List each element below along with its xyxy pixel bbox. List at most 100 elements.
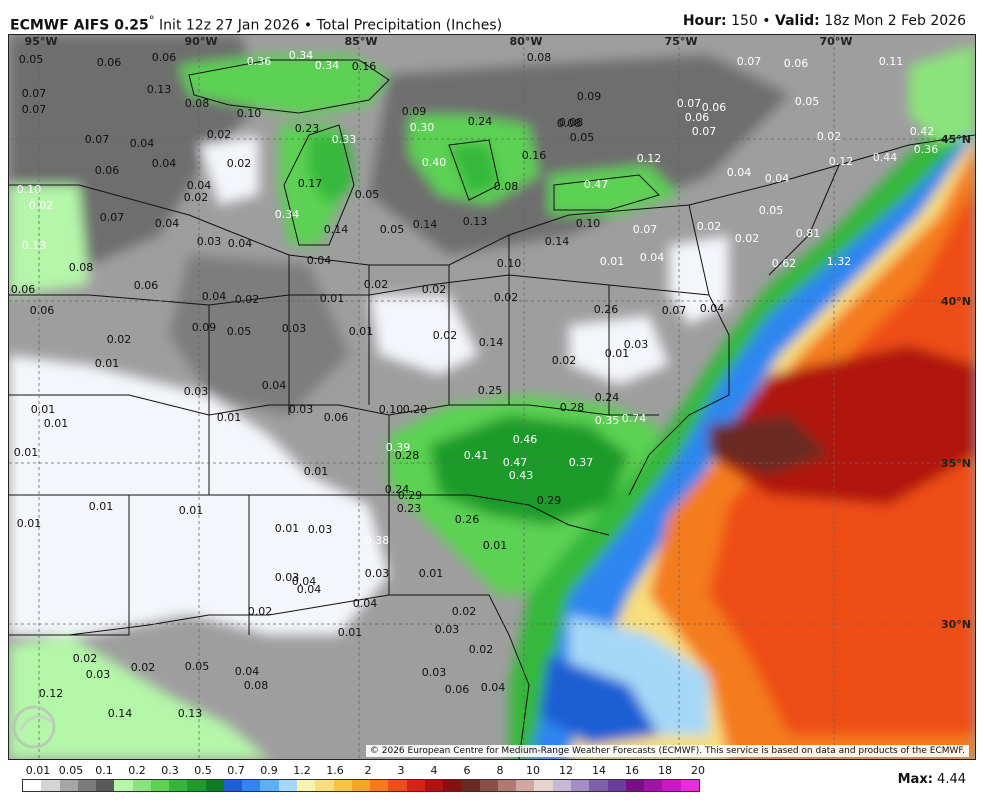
precip-value-label: 0.02 xyxy=(422,283,447,296)
precip-value-label: 0.04 xyxy=(353,597,378,610)
precip-value-label: 0.05 xyxy=(19,53,44,66)
precip-value-label: 0.10 xyxy=(237,107,262,120)
precip-value-label: 0.26 xyxy=(455,513,480,526)
longitude-label: 70°W xyxy=(820,35,853,48)
longitude-label: 80°W xyxy=(510,35,543,48)
latitude-label: 35°N xyxy=(941,457,971,470)
precip-value-label: 0.81 xyxy=(796,227,821,240)
latitude-label: 30°N xyxy=(941,618,971,631)
precip-value-label: 0.07 xyxy=(692,125,717,138)
max-value-readout: Max: 4.44 xyxy=(898,772,966,787)
precip-value-label: 0.03 xyxy=(197,235,222,248)
map-header: ECMWF AIFS 0.25° Init 12z 27 Jan 2026 • … xyxy=(0,0,984,34)
precip-value-label: 0.09 xyxy=(577,90,602,103)
precip-value-label: 0.01 xyxy=(17,517,42,530)
precip-value-label: 0.07 xyxy=(677,97,702,110)
precipitation-map: 95°W 90°W 85°W 80°W 75°W 70°W 45°N 40°N 35°N 30°… xyxy=(8,34,976,760)
map-title: ECMWF AIFS 0.25° Init 12z 27 Jan 2026 • … xyxy=(10,13,502,34)
longitude-label: 85°W xyxy=(345,35,378,48)
max-value: 4.44 xyxy=(937,772,966,787)
valid-value: 18z Mon 2 Feb 2026 xyxy=(824,13,966,29)
legend-tick-label: 20 xyxy=(691,764,705,777)
precip-value-label: 0.08 xyxy=(527,51,552,64)
precip-value-label: 0.24 xyxy=(595,391,620,404)
legend-tick-label: 10 xyxy=(526,764,540,777)
precip-value-label: 0.01 xyxy=(44,417,69,430)
legend-tick-label: 0.05 xyxy=(58,764,84,777)
legend-color-swatch xyxy=(534,780,553,791)
precip-value-label: 0.01 xyxy=(31,403,56,416)
precip-value-label: 0.03 xyxy=(422,666,447,679)
precip-value-label: 0.06 xyxy=(324,411,349,424)
precip-value-label: 0.17 xyxy=(298,177,323,190)
legend-color-swatch xyxy=(315,780,334,791)
legend-tick-label: 1.6 xyxy=(326,764,344,777)
precip-value-label: 0.02 xyxy=(552,354,577,367)
legend-color-swatch xyxy=(570,780,590,791)
precip-value-label: 0.06 xyxy=(152,51,177,64)
graticule xyxy=(9,35,975,759)
precip-value-label: 0.05 xyxy=(759,204,784,217)
precip-value-label: 0.04 xyxy=(262,379,287,392)
precip-value-label: 0.47 xyxy=(503,456,528,469)
precip-value-label: 0.04 xyxy=(700,302,725,315)
precip-value-label: 0.02 xyxy=(248,605,273,618)
precip-value-label: 0.04 xyxy=(727,166,752,179)
precip-value-label: 0.07 xyxy=(22,87,47,100)
precip-value-label: 0.41 xyxy=(464,449,489,462)
longitude-label: 95°W xyxy=(25,35,58,48)
precip-value-label: 0.05 xyxy=(570,131,595,144)
precip-value-label: 0.14 xyxy=(413,218,438,231)
precip-value-label: 0.29 xyxy=(398,489,423,502)
precip-value-label: 0.13 xyxy=(463,215,488,228)
legend-tick-label: 16 xyxy=(625,764,639,777)
legend-color-swatch xyxy=(370,780,389,791)
precip-value-label: 0.28 xyxy=(560,401,585,414)
precip-value-label: 0.01 xyxy=(338,626,363,639)
legend-color-swatch xyxy=(114,780,133,791)
precip-value-label: 0.02 xyxy=(469,643,494,656)
legend-color-swatch xyxy=(589,780,608,791)
precip-value-label: 0.02 xyxy=(452,605,477,618)
precip-value-label: 0.04 xyxy=(765,172,790,185)
legend-tick-label: 0.9 xyxy=(260,764,278,777)
precip-value-label: 0.05 xyxy=(185,660,210,673)
precip-value-label: 0.10 xyxy=(17,183,42,196)
precip-value-label: 0.02 xyxy=(364,278,389,291)
precip-value-label: 0.13 xyxy=(147,83,172,96)
precip-value-label: 0.10 xyxy=(379,403,404,416)
precip-value-label: 0.07 xyxy=(85,133,110,146)
legend-tick-label: 6 xyxy=(463,764,471,777)
legend-color-swatch xyxy=(205,780,224,791)
precip-value-label: 0.35 xyxy=(595,414,620,427)
precip-value-label: 0.02 xyxy=(227,157,252,170)
legend-color-swatch xyxy=(41,780,60,791)
precip-values: 0.05 0.06 0.06 0.36 0.340.34 0.160.08 0.07 0.06… xyxy=(11,49,939,720)
precip-value-label: 0.11 xyxy=(879,55,904,68)
precip-value-label: 0.01 xyxy=(605,347,630,360)
precip-value-label: 0.03 xyxy=(308,523,333,536)
precip-value-label: 0.14 xyxy=(479,336,504,349)
model-name: ECMWF AIFS 0.25 xyxy=(10,17,149,34)
legend-tick-label: 3 xyxy=(397,764,405,777)
max-label: Max: xyxy=(897,772,933,787)
legend-color-swatch xyxy=(242,780,261,791)
precip-value-label: 0.02 xyxy=(735,232,760,245)
valid-time-block: Hour: 150 • Valid: 18z Mon 2 Feb 2026 xyxy=(683,13,966,29)
legend-color-swatch xyxy=(132,780,151,791)
precip-value-label: 0.42 xyxy=(910,125,935,138)
precip-value-label: 0.34 xyxy=(315,59,340,72)
precip-shading xyxy=(9,35,975,759)
precip-value-label: 0.08 xyxy=(557,117,582,130)
legend-color-swatch xyxy=(479,780,498,791)
legend-color-swatch xyxy=(278,780,297,791)
precip-value-label: 0.02 xyxy=(235,293,260,306)
precip-value-label: 0.39 xyxy=(386,441,411,454)
precip-value-label: 0.09 xyxy=(192,321,217,334)
precip-value-label: 0.16 xyxy=(522,149,547,162)
valid-label: Valid: xyxy=(775,13,820,29)
precip-value-label: 0.62 xyxy=(772,257,797,270)
legend-tick-label: 8 xyxy=(496,764,504,777)
precip-value-label: 0.02 xyxy=(207,128,232,141)
precip-value-label: 0.04 xyxy=(297,583,322,596)
